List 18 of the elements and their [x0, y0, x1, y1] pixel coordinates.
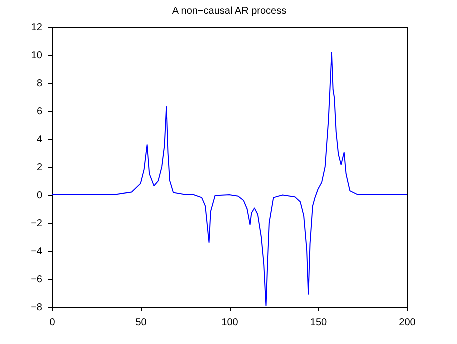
y-tick-label: −6	[31, 274, 43, 286]
chart-title: A non−causal AR process	[172, 6, 287, 17]
x-tick-label: 200	[399, 318, 416, 328]
y-tick-label: 10	[31, 50, 43, 62]
y-tick-label: −2	[31, 218, 43, 230]
y-tick-label: 6	[36, 106, 43, 118]
y-tick-label: −4	[31, 246, 43, 258]
y-tick-label: 0	[36, 190, 43, 202]
x-tick-label: 150	[310, 318, 328, 328]
line-series	[52, 52, 407, 307]
x-tick-label: 0	[50, 318, 56, 328]
x-tick-label: 50	[136, 318, 148, 328]
y-tick-label: 4	[36, 134, 43, 146]
y-tick-label: 12	[31, 22, 43, 34]
y-tick-label: 2	[36, 162, 43, 174]
y-tick-label: −8	[31, 302, 43, 314]
x-tick-label: 100	[222, 318, 239, 328]
y-tick-label: 8	[36, 78, 43, 90]
